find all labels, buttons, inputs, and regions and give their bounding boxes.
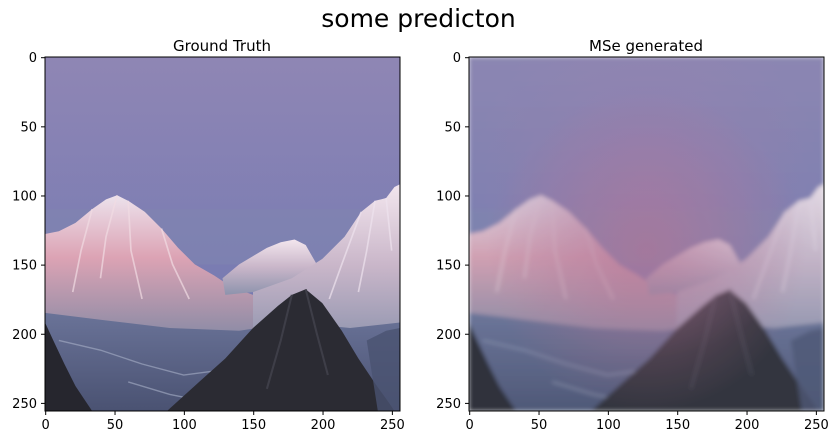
x-tick-label-right-0: 0 [466,418,474,433]
x-tick-label-right-50: 50 [531,418,548,433]
y-tick-label-right-0: 0 [453,51,461,66]
image-mse-generated [469,57,824,411]
y-tick-label-right-250: 250 [436,397,461,412]
y-tick-label-left-50: 50 [20,120,37,135]
y-tick-label-left-250: 250 [12,397,37,412]
y-tick-label-left-200: 200 [12,328,37,343]
y-tick-label-left-150: 150 [12,259,37,274]
panel-mse-generated: MSe generated 0 50 100 150 200 250 0 50 100 150 20… [436,37,829,433]
panel-title-mse-generated: MSe generated [589,37,703,55]
x-tick-label-left-150: 150 [241,418,266,433]
panel-title-ground-truth: Ground Truth [173,37,271,55]
x-tick-label-left-250: 250 [380,418,405,433]
y-tick-label-right-200: 200 [436,328,461,343]
x-tick-label-left-200: 200 [311,418,336,433]
axes-frame-right [468,56,825,412]
image-ground-truth [45,57,400,411]
x-tick-label-right-150: 150 [665,418,690,433]
y-tick-label-right-100: 100 [436,189,461,204]
ticks-left: 0 50 100 150 200 250 0 50 100 150 200 250 [12,51,405,433]
x-tick-label-left-0: 0 [42,418,50,433]
ticks-right: 0 50 100 150 200 250 0 50 100 150 200 250 [436,51,829,433]
x-tick-label-right-100: 100 [596,418,621,433]
x-tick-label-left-50: 50 [107,418,124,433]
y-tick-label-left-0: 0 [29,51,37,66]
y-tick-label-right-50: 50 [444,120,461,135]
x-tick-label-right-250: 250 [804,418,829,433]
figure-suptitle: some predicton [321,4,516,33]
x-tick-label-left-100: 100 [172,418,197,433]
x-tick-label-right-200: 200 [735,418,760,433]
y-tick-label-right-150: 150 [436,259,461,274]
panel-ground-truth: Ground Truth 0 50 100 150 200 250 0 50 100 150 200… [12,37,405,433]
y-tick-label-left-100: 100 [12,189,37,204]
axes-frame-left [44,56,401,412]
